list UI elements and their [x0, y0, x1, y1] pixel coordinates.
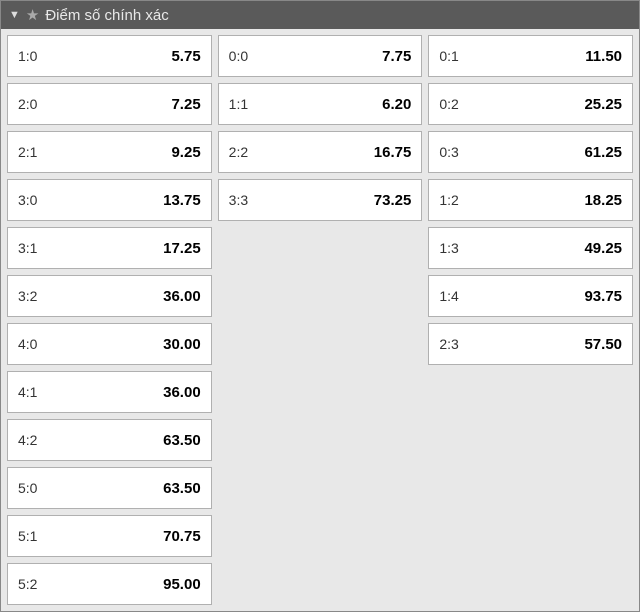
odds-value: 36.00 [163, 384, 201, 401]
score-label: 3:2 [18, 288, 37, 304]
score-label: 1:0 [18, 48, 37, 64]
odds-cell[interactable]: 3:3 73.25 [218, 179, 423, 221]
odds-cell[interactable]: 2:2 16.75 [218, 131, 423, 173]
odds-cell[interactable]: 1:0 5.75 [7, 35, 212, 77]
odds-cell[interactable]: 4:0 30.00 [7, 323, 212, 365]
score-label: 3:3 [229, 192, 248, 208]
collapse-icon: ▼ [9, 9, 20, 21]
odds-cell[interactable]: 0:3 61.25 [428, 131, 633, 173]
score-label: 0:2 [439, 96, 458, 112]
odds-cell[interactable]: 1:3 49.25 [428, 227, 633, 269]
score-label: 5:1 [18, 528, 37, 544]
odds-cell[interactable]: 0:2 25.25 [428, 83, 633, 125]
odds-value: 63.50 [163, 480, 201, 497]
odds-value: 49.25 [584, 240, 622, 257]
odds-cell[interactable]: 0:0 7.75 [218, 35, 423, 77]
star-icon[interactable]: ★ [26, 6, 39, 24]
column-away-wins: 0:1 11.50 0:2 25.25 0:3 61.25 1:2 18.25 1:3 49.25… [428, 35, 633, 605]
odds-value: 30.00 [163, 336, 201, 353]
score-label: 2:3 [439, 336, 458, 352]
column-draws: 0:0 7.75 1:1 6.20 2:2 16.75 3:3 73.25 [218, 35, 423, 605]
score-label: 1:3 [439, 240, 458, 256]
score-label: 3:1 [18, 240, 37, 256]
odds-cell[interactable]: 5:0 63.50 [7, 467, 212, 509]
score-label: 4:1 [18, 384, 37, 400]
odds-value: 11.50 [585, 48, 622, 65]
odds-value: 61.25 [584, 144, 622, 161]
score-label: 2:2 [229, 144, 248, 160]
odds-cell[interactable]: 2:3 57.50 [428, 323, 633, 365]
panel-title: Điểm số chính xác [45, 7, 168, 24]
odds-value: 7.25 [171, 96, 200, 113]
score-label: 5:2 [18, 576, 37, 592]
odds-value: 13.75 [163, 192, 201, 209]
panel-header[interactable]: ▼ ★ Điểm số chính xác [1, 1, 639, 29]
odds-cell[interactable]: 4:1 36.00 [7, 371, 212, 413]
odds-value: 25.25 [584, 96, 622, 113]
odds-value: 7.75 [382, 48, 411, 65]
score-label: 3:0 [18, 192, 37, 208]
score-label: 2:1 [18, 144, 37, 160]
odds-cell[interactable]: 1:4 93.75 [428, 275, 633, 317]
panel-content: 1:0 5.75 2:0 7.25 2:1 9.25 3:0 13.75 3:1 17.25 3:2… [1, 29, 639, 611]
score-label: 1:2 [439, 192, 458, 208]
score-label: 0:0 [229, 48, 248, 64]
score-label: 2:0 [18, 96, 37, 112]
odds-cell[interactable]: 1:1 6.20 [218, 83, 423, 125]
correct-score-panel: ▼ ★ Điểm số chính xác 1:0 5.75 2:0 7.25 2:1 9… [0, 0, 640, 612]
odds-cell[interactable]: 2:1 9.25 [7, 131, 212, 173]
odds-cell[interactable]: 5:2 95.00 [7, 563, 212, 605]
odds-value: 18.25 [584, 192, 622, 209]
odds-value: 6.20 [382, 96, 411, 113]
odds-cell[interactable]: 2:0 7.25 [7, 83, 212, 125]
column-home-wins: 1:0 5.75 2:0 7.25 2:1 9.25 3:0 13.75 3:1 17.25 3:2… [7, 35, 212, 605]
odds-value: 73.25 [374, 192, 412, 209]
odds-value: 17.25 [163, 240, 201, 257]
odds-value: 95.00 [163, 576, 201, 593]
odds-value: 63.50 [163, 432, 201, 449]
score-label: 4:0 [18, 336, 37, 352]
odds-value: 70.75 [163, 528, 201, 545]
odds-value: 57.50 [584, 336, 622, 353]
score-label: 1:4 [439, 288, 458, 304]
odds-value: 9.25 [171, 144, 200, 161]
odds-value: 16.75 [374, 144, 412, 161]
odds-cell[interactable]: 1:2 18.25 [428, 179, 633, 221]
odds-cell[interactable]: 0:1 11.50 [428, 35, 633, 77]
odds-cell[interactable]: 3:0 13.75 [7, 179, 212, 221]
odds-cell[interactable]: 5:1 70.75 [7, 515, 212, 557]
score-label: 0:1 [439, 48, 458, 64]
odds-value: 5.75 [171, 48, 200, 65]
score-label: 4:2 [18, 432, 37, 448]
odds-cell[interactable]: 3:2 36.00 [7, 275, 212, 317]
odds-cell[interactable]: 3:1 17.25 [7, 227, 212, 269]
score-label: 1:1 [229, 96, 248, 112]
score-label: 0:3 [439, 144, 458, 160]
odds-value: 93.75 [584, 288, 622, 305]
odds-cell[interactable]: 4:2 63.50 [7, 419, 212, 461]
score-label: 5:0 [18, 480, 37, 496]
odds-value: 36.00 [163, 288, 201, 305]
